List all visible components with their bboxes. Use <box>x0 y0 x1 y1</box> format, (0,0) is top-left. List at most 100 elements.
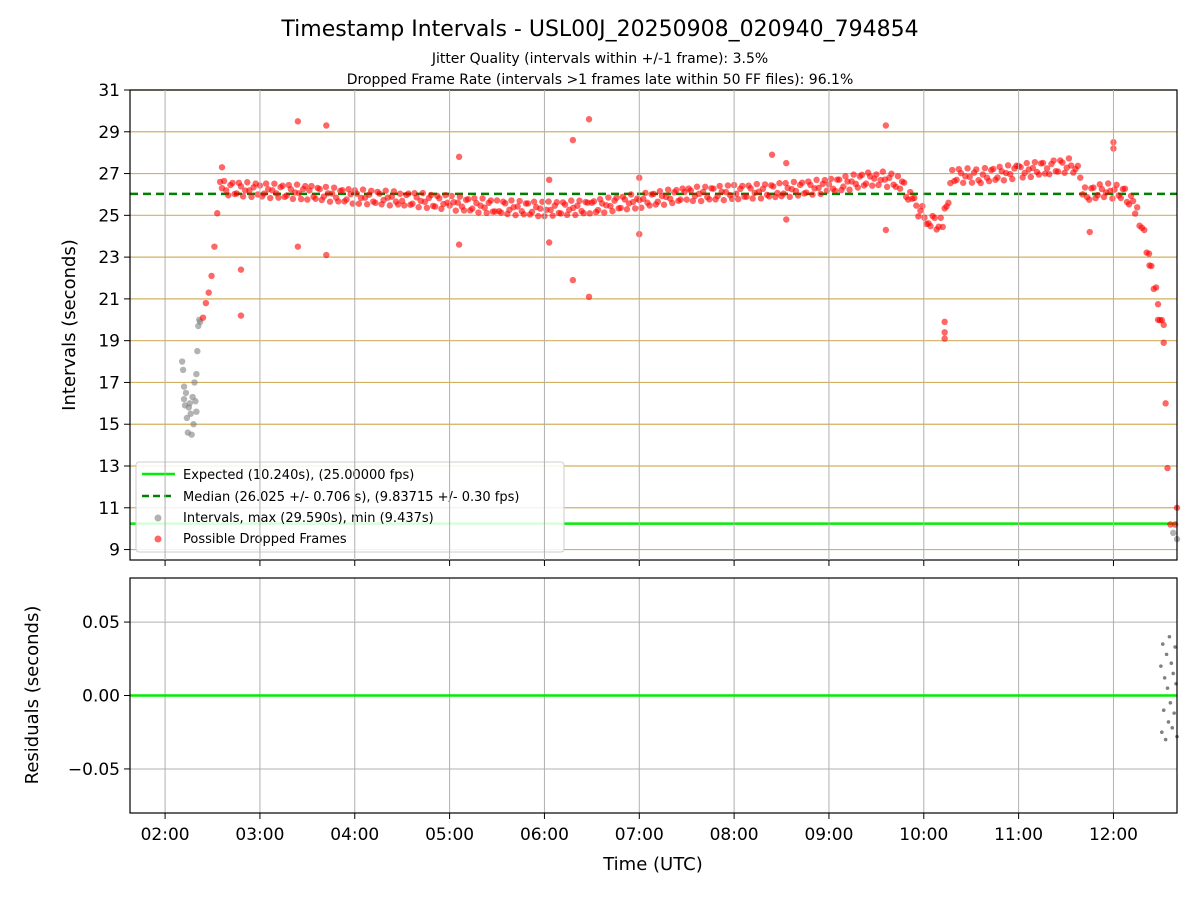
dropped-frame-point <box>1117 194 1125 202</box>
dropped-frame-point <box>921 214 928 221</box>
y-tick-label: 31 <box>98 81 120 101</box>
residual-point <box>1166 720 1171 724</box>
residual-point <box>1161 708 1166 712</box>
dropped-frame-point <box>1009 175 1016 183</box>
dropped-frame-point <box>1077 174 1084 181</box>
dropped-frame-point <box>716 182 723 190</box>
dropped-frame-point <box>1035 171 1043 178</box>
residual-point <box>1172 711 1176 715</box>
dropped-frame-point <box>882 122 890 129</box>
dropped-frame-point <box>1113 181 1120 189</box>
dropped-frame-point <box>326 198 334 205</box>
interval-point <box>193 370 200 378</box>
dropped-frame-point <box>483 209 490 217</box>
x-tick-label: 04:00 <box>330 825 379 845</box>
residual-point <box>1160 730 1164 735</box>
dropped-frame-point <box>1046 170 1053 178</box>
dropped-frame-point <box>239 193 247 200</box>
dropped-frame-point <box>957 169 965 177</box>
dropped-frame-point <box>347 191 354 198</box>
dropped-frame-point <box>894 172 902 180</box>
dropped-frame-point <box>879 168 887 175</box>
dropped-frame-point <box>749 195 756 202</box>
legend-dropped-swatch <box>154 535 162 543</box>
dropped-frame-point <box>873 171 880 178</box>
dropped-frame-point <box>345 186 352 193</box>
dropped-frame-point <box>945 199 952 207</box>
dropped-frame-point <box>572 211 579 219</box>
dropped-frame-point <box>770 183 777 190</box>
dropped-frame-point <box>817 190 824 198</box>
dropped-frame-point <box>1065 155 1073 162</box>
dropped-frame-point <box>783 216 790 223</box>
y-tick-label: 9 <box>109 541 120 561</box>
dropped-frame-point <box>697 197 705 205</box>
dropped-frame-point <box>218 164 226 171</box>
dropped-frame-point <box>295 190 303 197</box>
chart-subtitle-dropped: Dropped Frame Rate (intervals >1 frames … <box>347 72 854 88</box>
dropped-frame-point <box>862 180 870 187</box>
residual-point <box>1165 686 1170 690</box>
y-tick-label: 11 <box>98 499 120 519</box>
dropped-frame-point <box>941 335 948 342</box>
dropped-frame-point <box>1061 169 1068 176</box>
dropped-frame-point <box>673 186 680 194</box>
y-tick-label: 25 <box>98 206 120 226</box>
dropped-frame-point <box>211 243 218 250</box>
dropped-frame-point <box>1129 197 1137 205</box>
interval-point <box>193 408 200 415</box>
dropped-frame-point <box>1104 180 1112 187</box>
y-tick-label: 17 <box>98 373 120 393</box>
dropped-frame-point <box>328 190 336 197</box>
intervals-y-axis-label: Intervals (seconds) <box>59 239 80 411</box>
intervals-scatter <box>178 116 1181 543</box>
dropped-frame-point <box>297 195 305 203</box>
dropped-frame-point <box>1160 321 1167 329</box>
interval-point <box>180 383 188 390</box>
dropped-frame-point <box>1081 184 1089 191</box>
dropped-frame-point <box>359 186 367 193</box>
dropped-frame-point <box>569 276 577 284</box>
interval-point <box>187 410 194 417</box>
dropped-frame-point <box>512 211 519 219</box>
dropped-frame-point <box>1086 196 1093 203</box>
x-tick-label: 05:00 <box>425 825 474 845</box>
intervals-panel: 9 11 13 15 17 19 21 23 25 27 29 31 Intervals (secon… <box>59 81 1181 566</box>
dropped-frame-point <box>1131 210 1139 217</box>
dropped-frame-point <box>747 185 754 192</box>
residual-point <box>1169 661 1174 665</box>
dropped-frame-point <box>308 182 315 190</box>
legend-intervals-swatch <box>154 514 162 522</box>
x-tick-label: 02:00 <box>141 825 190 845</box>
x-tick-label: 09:00 <box>804 825 853 845</box>
dropped-frame-point <box>561 201 569 208</box>
dropped-frame-point <box>481 204 488 211</box>
dropped-frame-point <box>1029 164 1037 172</box>
dropped-frame-point <box>846 186 853 193</box>
dropped-frame-point <box>968 179 976 186</box>
dropped-frame-point <box>798 179 806 186</box>
interval-point <box>194 347 201 355</box>
dropped-frame-point <box>330 184 338 191</box>
dropped-frame-point <box>405 190 412 197</box>
dropped-frame-point <box>586 210 593 217</box>
dropped-frame-point <box>493 197 501 204</box>
dropped-frame-point <box>545 239 553 246</box>
dropped-frame-point <box>875 181 882 189</box>
dropped-frame-point <box>631 205 639 212</box>
dropped-frame-point <box>931 214 938 222</box>
x-axis-label: Time (UTC) <box>602 854 703 875</box>
interval-point <box>183 414 191 422</box>
dropped-frame-point <box>386 202 394 209</box>
dropped-frame-point <box>765 193 773 200</box>
dropped-frame-point <box>1000 177 1008 184</box>
legend-dropped-label: Possible Dropped Frames <box>183 532 347 547</box>
dropped-frame-point <box>613 194 620 201</box>
dropped-frame-point <box>821 176 829 184</box>
dropped-frame-point <box>260 190 268 197</box>
dropped-frame-point <box>687 187 695 194</box>
legend-box <box>135 461 565 553</box>
dropped-frame-point <box>776 180 783 187</box>
dropped-frame-point <box>858 171 866 179</box>
dropped-frame-point <box>223 187 230 194</box>
